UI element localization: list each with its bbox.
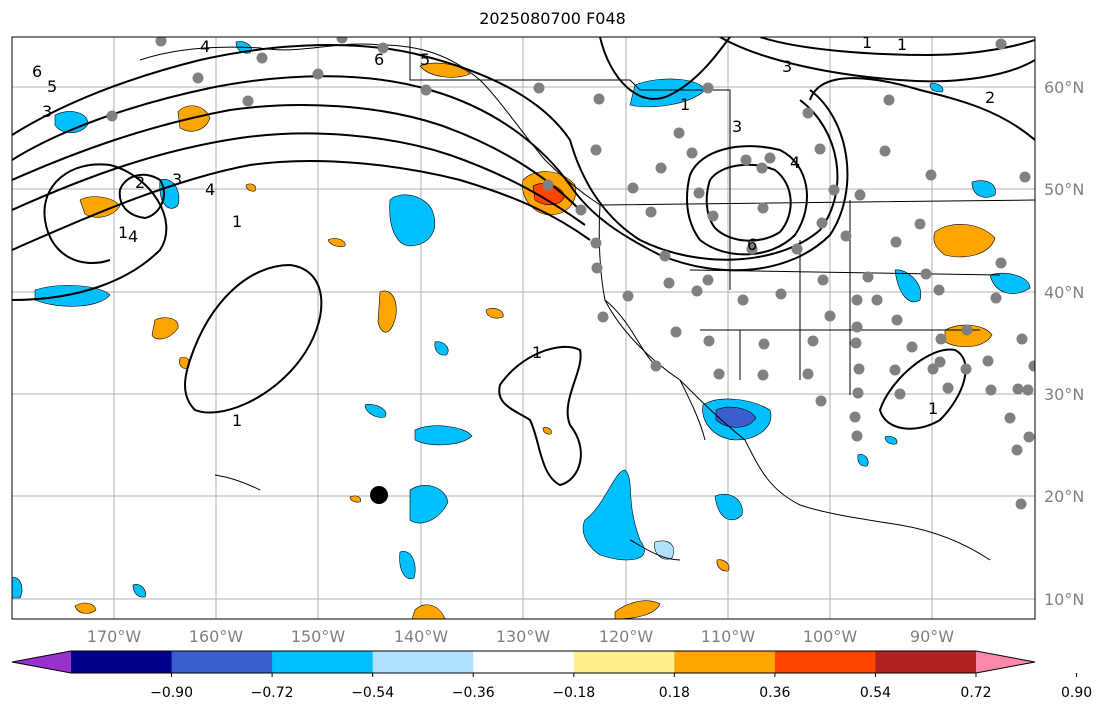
colorbar-extend-max bbox=[976, 651, 1035, 673]
lon-label: 100°W bbox=[803, 627, 858, 646]
contour-label: 3 bbox=[172, 170, 182, 189]
contour-label: 6 bbox=[374, 50, 384, 69]
contour-label: 2 bbox=[985, 88, 995, 107]
lat-label: 10°N bbox=[1044, 590, 1084, 609]
shaded-field bbox=[12, 41, 1031, 619]
colorbar-segment bbox=[875, 651, 977, 673]
station-dots bbox=[106, 37, 1035, 510]
contour-label: 6 bbox=[747, 235, 757, 254]
colorbar-tick-label: 0.36 bbox=[759, 685, 790, 701]
colorbar-tick-label: −0.72 bbox=[251, 685, 294, 701]
lon-label: 130°W bbox=[496, 627, 551, 646]
gridlines bbox=[12, 37, 1035, 619]
colorbar-segment bbox=[473, 651, 575, 673]
lat-label: 20°N bbox=[1044, 487, 1084, 506]
contour-label: 3 bbox=[732, 117, 742, 136]
contour-label: 1 bbox=[862, 33, 872, 52]
contour-label: 1 bbox=[897, 35, 907, 54]
colorbar-tick-label: 0.54 bbox=[860, 685, 891, 701]
colorbar-segment bbox=[573, 651, 675, 673]
colorbar-segment bbox=[674, 651, 776, 673]
contour-label: 5 bbox=[47, 77, 57, 96]
chart-title: 2025080700 F048 bbox=[479, 9, 626, 28]
colorbar-segment bbox=[171, 651, 273, 673]
lon-label: 160°W bbox=[189, 627, 244, 646]
longitude-labels: 170°W 160°W 150°W 140°W 130°W 120°W 110°… bbox=[87, 627, 954, 646]
lat-label: 40°N bbox=[1044, 283, 1084, 302]
lat-label: 30°N bbox=[1044, 385, 1084, 404]
contour-label: 3 bbox=[42, 102, 52, 121]
lat-label: 60°N bbox=[1044, 78, 1084, 97]
position-marker bbox=[370, 486, 388, 504]
colorbar-segment bbox=[272, 651, 374, 673]
contour-label: 5 bbox=[420, 50, 430, 69]
colorbar-tick-label: 0.72 bbox=[960, 685, 991, 701]
contour-label: 1 bbox=[118, 223, 128, 242]
contour-label: 1 bbox=[232, 411, 242, 430]
colorbar-tick-label: 0.90 bbox=[1061, 685, 1092, 701]
contour-label: 1 bbox=[928, 399, 938, 418]
colorbar-extend-min bbox=[12, 651, 71, 673]
contour-label: 1 bbox=[532, 343, 542, 362]
lon-label: 120°W bbox=[599, 627, 654, 646]
contour-label: 4 bbox=[200, 37, 210, 56]
colorbar-tick-label: −0.54 bbox=[351, 685, 394, 701]
contour-label: 4 bbox=[205, 180, 215, 199]
colorbar-tick-label: −0.36 bbox=[452, 685, 495, 701]
contours bbox=[12, 37, 1035, 487]
contour-label: 6 bbox=[32, 62, 42, 81]
contour-label: 1 bbox=[680, 95, 690, 114]
contour-labels: 6 5 3 5 6 4 3 1 2 3 4 6 1 2 3 4 1 1 1 1 … bbox=[32, 33, 995, 430]
latitude-labels: 60°N 50°N 40°N 30°N 20°N 10°N bbox=[1044, 78, 1084, 609]
colorbar-tick-label: 0.18 bbox=[659, 685, 690, 701]
colorbar bbox=[11, 650, 1078, 677]
colorbar-segment bbox=[71, 651, 173, 673]
colorbar-tick-label: −0.90 bbox=[150, 685, 193, 701]
lon-label: 140°W bbox=[394, 627, 449, 646]
contour-label: 3 bbox=[782, 57, 792, 76]
colorbar-labels: −0.90 −0.72 −0.54 −0.36 −0.18 0.18 0.36 … bbox=[150, 685, 1092, 701]
lat-label: 50°N bbox=[1044, 180, 1084, 199]
contour-label: 2 bbox=[135, 173, 145, 192]
colorbar-segment bbox=[774, 651, 876, 673]
contour-label: 1 bbox=[232, 212, 242, 231]
lon-label: 170°W bbox=[87, 627, 142, 646]
contour-label: 4 bbox=[128, 227, 138, 246]
lon-label: 150°W bbox=[291, 627, 346, 646]
colorbar-tick-label: −0.18 bbox=[552, 685, 595, 701]
colorbar-segment bbox=[372, 651, 474, 673]
contour-label: 4 bbox=[790, 153, 800, 172]
lon-label: 110°W bbox=[701, 627, 756, 646]
map-frame bbox=[11, 36, 1036, 620]
colorbar-outline bbox=[11, 650, 1036, 674]
lon-label: 90°W bbox=[910, 627, 954, 646]
